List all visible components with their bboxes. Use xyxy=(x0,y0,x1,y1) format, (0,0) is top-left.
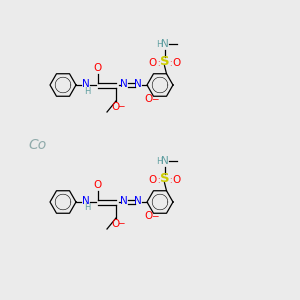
Text: :: : xyxy=(157,176,160,185)
Text: N: N xyxy=(120,196,128,206)
Text: H: H xyxy=(84,203,90,212)
Text: H: H xyxy=(84,86,90,95)
Text: O: O xyxy=(144,211,153,221)
Text: :: : xyxy=(169,59,172,68)
Text: H: H xyxy=(156,157,163,166)
Text: −: − xyxy=(117,218,125,227)
Text: O: O xyxy=(144,94,153,104)
Text: S: S xyxy=(160,55,169,68)
Text: O: O xyxy=(172,58,181,68)
Text: N: N xyxy=(82,79,90,89)
Text: O: O xyxy=(148,58,157,68)
Text: N: N xyxy=(120,79,128,89)
Text: N: N xyxy=(160,39,168,49)
Text: :: : xyxy=(157,59,160,68)
Text: O: O xyxy=(111,219,119,229)
Text: :: : xyxy=(169,176,172,185)
Text: H: H xyxy=(156,40,163,49)
Text: O: O xyxy=(172,175,181,185)
Text: −: − xyxy=(151,211,158,220)
Text: −: − xyxy=(151,94,158,103)
Text: N: N xyxy=(82,196,90,206)
Text: N: N xyxy=(134,196,142,206)
Text: O: O xyxy=(148,175,157,185)
Text: −: − xyxy=(117,101,125,110)
Text: Co: Co xyxy=(29,138,47,152)
Text: S: S xyxy=(160,172,169,185)
Text: N: N xyxy=(134,79,142,89)
Text: O: O xyxy=(94,63,102,73)
Text: O: O xyxy=(111,102,119,112)
Text: N: N xyxy=(160,156,168,166)
Text: O: O xyxy=(94,180,102,190)
